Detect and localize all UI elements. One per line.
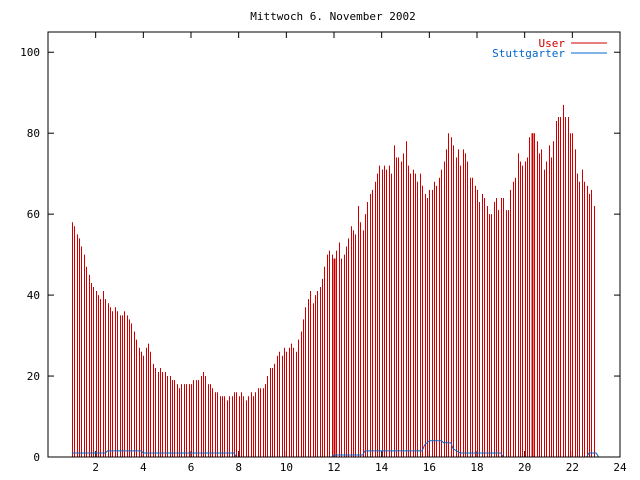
y-tick-label: 60 xyxy=(27,208,40,221)
x-tick-label: 14 xyxy=(375,461,389,474)
y-tick-label: 100 xyxy=(20,46,40,59)
x-tick-label: 20 xyxy=(518,461,531,474)
x-tick-label: 8 xyxy=(235,461,242,474)
x-tick-label: 2 xyxy=(92,461,99,474)
x-tick-label: 4 xyxy=(140,461,147,474)
legend-label-user: User xyxy=(539,37,566,50)
y-tick-label: 20 xyxy=(27,370,40,383)
plot-frame xyxy=(47,31,621,458)
x-tick-label: 24 xyxy=(613,461,627,474)
legend-label-stuttgarter: Stuttgarter xyxy=(492,47,565,60)
y-tick-label: 40 xyxy=(27,289,40,302)
y-tick-label: 0 xyxy=(33,451,40,464)
x-tick-label: 22 xyxy=(566,461,579,474)
user-series xyxy=(72,104,595,457)
x-tick-label: 10 xyxy=(280,461,293,474)
x-tick-label: 16 xyxy=(423,461,436,474)
y-tick-label: 80 xyxy=(27,127,40,140)
x-tick-label: 18 xyxy=(470,461,483,474)
legend: User Stuttgarter xyxy=(492,37,607,60)
x-tick-label: 6 xyxy=(188,461,195,474)
chart-title: Mittwoch 6. November 2002 xyxy=(250,10,416,23)
x-tick-label: 12 xyxy=(327,461,340,474)
